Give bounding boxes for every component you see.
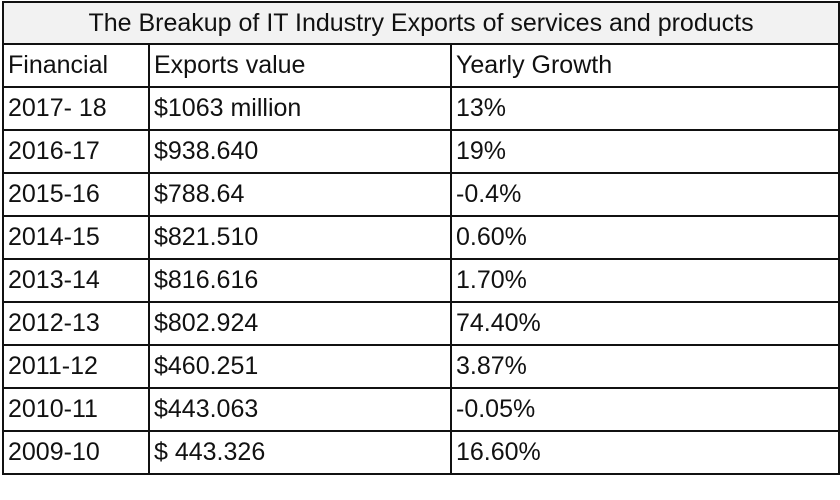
data-cell: $802.924 bbox=[148, 301, 452, 346]
data-row: 2015-16 $788.64 -0.4% bbox=[2, 172, 840, 217]
data-cell: $816.616 bbox=[148, 258, 452, 303]
data-cell: 2010-11 bbox=[2, 387, 150, 432]
data-cell: 2015-16 bbox=[2, 172, 150, 217]
header-cell: Yearly Growth bbox=[449, 43, 840, 88]
data-cell: $443.063 bbox=[148, 387, 452, 432]
data-cell: $938.640 bbox=[148, 129, 452, 174]
data-cell: 19% bbox=[449, 129, 840, 174]
data-cell: 2014-15 bbox=[2, 215, 150, 260]
table-title: The Breakup of IT Industry Exports of se… bbox=[1, 1, 840, 45]
data-row: 2017- 18 $1063 million 13% bbox=[2, 86, 840, 131]
data-cell: 3.87% bbox=[449, 344, 840, 389]
header-cell: Exports value bbox=[148, 43, 452, 88]
data-cell: $ 443.326 bbox=[148, 430, 452, 475]
data-cell: 16.60% bbox=[449, 430, 840, 475]
data-cell: 2013-14 bbox=[2, 258, 150, 303]
data-row: 2013-14 $816.616 1.70% bbox=[2, 258, 840, 303]
data-cell: 74.40% bbox=[449, 301, 840, 346]
data-row: 2012-13 $802.924 74.40% bbox=[2, 301, 840, 346]
data-cell: 13% bbox=[449, 86, 840, 131]
table-body: The Breakup of IT Industry Exports of se… bbox=[1, 1, 840, 475]
data-cell: $821.510 bbox=[148, 215, 452, 260]
data-cell: 2009-10 bbox=[2, 430, 150, 475]
data-cell: 1.70% bbox=[449, 258, 840, 303]
data-row: 2009-10 $ 443.326 16.60% bbox=[2, 430, 840, 475]
exports-table: The Breakup of IT Industry Exports of se… bbox=[1, 1, 840, 475]
data-cell: $460.251 bbox=[148, 344, 452, 389]
data-cell: 2017- 18 bbox=[2, 86, 150, 131]
header-row: Financial Exports value Yearly Growth bbox=[2, 43, 840, 88]
data-cell: 2016-17 bbox=[2, 129, 150, 174]
data-cell: $788.64 bbox=[148, 172, 452, 217]
data-cell: 2011-12 bbox=[2, 344, 150, 389]
data-row: 2010-11 $443.063 -0.05% bbox=[2, 387, 840, 432]
data-row: 2016-17 $938.640 19% bbox=[2, 129, 840, 174]
data-cell: -0.05% bbox=[449, 387, 840, 432]
title-row: The Breakup of IT Industry Exports of se… bbox=[1, 1, 840, 45]
data-row: 2011-12 $460.251 3.87% bbox=[2, 344, 840, 389]
data-cell: 2012-13 bbox=[2, 301, 150, 346]
data-cell: -0.4% bbox=[449, 172, 840, 217]
data-cell: $1063 million bbox=[148, 86, 452, 131]
header-cell: Financial bbox=[2, 43, 150, 88]
data-cell: 0.60% bbox=[449, 215, 840, 260]
data-row: 2014-15 $821.510 0.60% bbox=[2, 215, 840, 260]
